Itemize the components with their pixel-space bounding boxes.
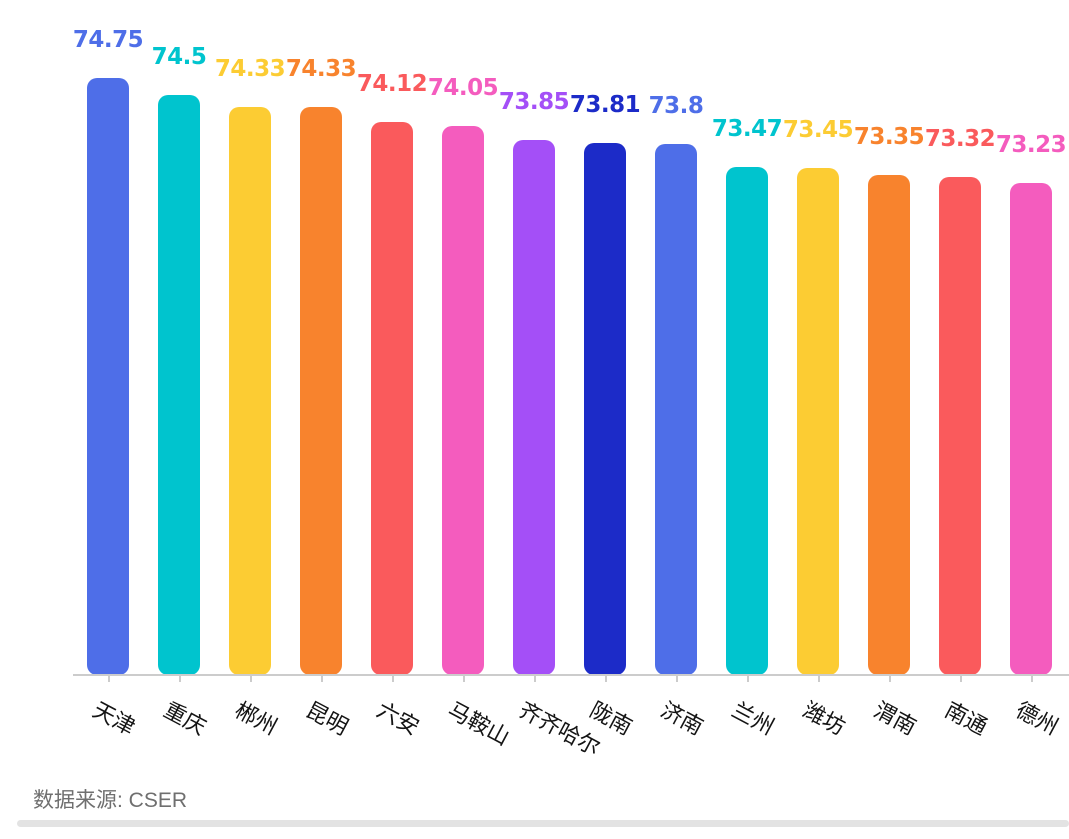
bar-德州[interactable] xyxy=(1010,183,1052,675)
bar-value-label: 73.32 xyxy=(924,125,996,152)
bar-济南[interactable] xyxy=(655,143,697,675)
bar-陇南[interactable] xyxy=(584,143,626,675)
bar-马鞍山[interactable] xyxy=(442,126,484,675)
bar-value-label: 73.85 xyxy=(498,89,570,116)
bar-重庆[interactable] xyxy=(158,95,200,675)
x-axis-label-潍坊: 潍坊 xyxy=(798,697,850,740)
axis-tick xyxy=(605,676,607,682)
x-axis-line xyxy=(73,674,1069,676)
x-axis-label-重庆: 重庆 xyxy=(159,697,211,740)
bar-value-label: 74.33 xyxy=(214,56,286,83)
x-axis-label-南通: 南通 xyxy=(940,697,992,740)
bar-南通[interactable] xyxy=(939,176,981,675)
x-axis-label-郴州: 郴州 xyxy=(230,697,282,740)
bar-value-label: 73.23 xyxy=(995,132,1067,158)
bar-value-label: 73.8 xyxy=(648,92,704,119)
bar-齐齐哈尔[interactable] xyxy=(513,140,555,676)
bar-昆明[interactable] xyxy=(300,107,342,675)
bar-value-label: 73.81 xyxy=(569,92,641,118)
bar-value-label: 74.5 xyxy=(151,44,207,71)
bar-value-label: 74.05 xyxy=(427,75,499,102)
x-axis-label-马鞍山: 马鞍山 xyxy=(443,697,514,751)
x-axis-label-六安: 六安 xyxy=(372,697,424,740)
bar-郴州[interactable] xyxy=(229,107,271,675)
axis-tick xyxy=(179,676,181,682)
axis-tick xyxy=(534,676,536,682)
axis-tick xyxy=(818,676,820,682)
axis-tick xyxy=(463,676,465,682)
x-axis-label-天津: 天津 xyxy=(88,697,140,740)
bar-value-label: 73.45 xyxy=(782,116,854,143)
x-axis-label-兰州: 兰州 xyxy=(727,697,779,740)
axis-tick xyxy=(889,676,891,682)
horizontal-scrollbar[interactable] xyxy=(17,820,1069,827)
bar-value-label: 74.75 xyxy=(72,27,144,54)
bar-天津[interactable] xyxy=(87,78,129,675)
x-axis-label-渭南: 渭南 xyxy=(869,697,921,740)
axis-tick xyxy=(392,676,394,682)
axis-tick xyxy=(250,676,252,682)
bar-value-label: 73.47 xyxy=(711,115,783,142)
bar-value-label: 74.12 xyxy=(356,70,428,97)
bar-六安[interactable] xyxy=(371,121,413,675)
bar-兰州[interactable] xyxy=(726,166,768,675)
axis-tick xyxy=(1031,676,1033,682)
axis-tick xyxy=(676,676,678,682)
x-axis-label-济南: 济南 xyxy=(656,697,708,740)
bar-渭南[interactable] xyxy=(868,174,910,676)
bar-value-label: 73.35 xyxy=(853,123,925,150)
x-axis-label-齐齐哈尔: 齐齐哈尔 xyxy=(514,697,605,761)
axis-tick xyxy=(321,676,323,682)
data-source-label: 数据来源: CSER xyxy=(33,789,188,812)
bar-潍坊[interactable] xyxy=(797,167,839,675)
x-axis-label-昆明: 昆明 xyxy=(301,697,353,740)
x-axis-label-德州: 德州 xyxy=(1011,697,1063,740)
axis-tick xyxy=(747,676,749,682)
bar-value-label: 74.33 xyxy=(285,56,357,83)
axis-tick xyxy=(960,676,962,682)
axis-tick xyxy=(108,676,110,682)
